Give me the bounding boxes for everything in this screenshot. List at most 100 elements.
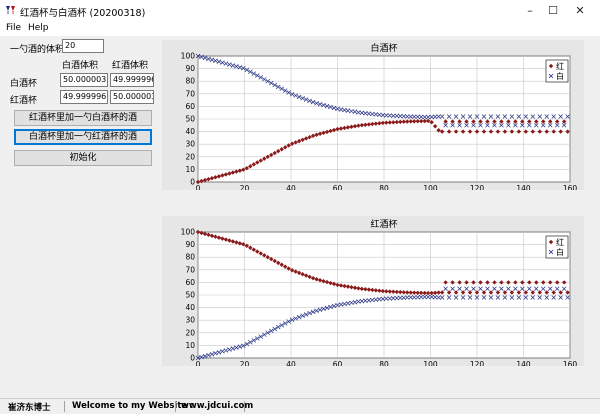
white-series-point — [328, 304, 333, 310]
red-series-point — [331, 281, 337, 287]
red-series-point — [492, 119, 497, 124]
add-white-to-red-button[interactable]: 红酒杯里加一勺白酒杯的酒 — [14, 110, 152, 126]
white-cup-white-volume-field[interactable]: 50.000003 — [60, 73, 108, 87]
white-series-point — [450, 123, 455, 128]
white-series-point — [314, 101, 319, 106]
white-series-point — [268, 80, 274, 86]
white-series-point — [223, 348, 229, 353]
white-cup-red-volume-field[interactable]: 49.999996 — [110, 73, 154, 87]
red-series-point — [384, 120, 389, 125]
white-series-point — [436, 114, 441, 119]
white-series-point — [310, 309, 316, 315]
status-website-link[interactable]: www.jdcui.com — [181, 401, 254, 411]
red-series-point — [555, 280, 560, 285]
red-series-point — [460, 129, 466, 134]
white-series-point — [527, 286, 532, 291]
white-series-point — [258, 334, 264, 339]
white-series-point — [202, 55, 208, 61]
white-series-point — [255, 336, 260, 341]
white-series-point — [391, 296, 396, 301]
red-series-point — [286, 143, 291, 148]
white-series-point — [502, 295, 508, 300]
white-series-point — [492, 286, 497, 291]
white-series-point — [418, 294, 424, 300]
white-series-point — [415, 114, 420, 120]
red-series-point — [450, 280, 455, 285]
x-tick-label: 20 — [240, 184, 250, 190]
red-series-point — [342, 283, 347, 289]
red-series-point — [485, 119, 490, 124]
red-series-point — [276, 148, 281, 154]
red-cup-red-volume-field[interactable]: 50.000003 — [110, 90, 154, 104]
white-series-point — [223, 61, 229, 66]
y-tick-label: 70 — [185, 89, 195, 98]
white-series-point — [275, 84, 281, 90]
white-series-point — [502, 114, 508, 119]
white-series-point — [289, 317, 295, 323]
red-series-point — [335, 282, 340, 288]
menu-file[interactable]: File — [6, 23, 22, 33]
red-series-point — [216, 174, 222, 179]
white-series-point — [527, 123, 532, 128]
white-series-point — [446, 295, 452, 300]
red-series-point — [307, 274, 312, 280]
white-series-point — [394, 295, 400, 301]
minimize-button[interactable]: – — [527, 4, 533, 17]
y-tick-label: 50 — [185, 291, 195, 300]
close-button[interactable]: ✕ — [575, 4, 585, 17]
red-series-point — [425, 118, 431, 124]
red-series-point — [464, 280, 469, 285]
col-header-red-volume: 红酒体积 — [112, 61, 149, 71]
white-series-point — [481, 114, 487, 119]
white-series-point — [530, 114, 536, 119]
white-series-point — [534, 123, 539, 128]
x-tick-label: 120 — [470, 184, 485, 190]
white-series-point — [216, 350, 222, 355]
white-series-point — [537, 114, 543, 119]
white-series-point — [317, 101, 323, 107]
add-red-to-white-button[interactable]: 白酒杯里加一勺红酒杯的酒 — [14, 129, 152, 145]
red-series-point — [457, 280, 462, 285]
x-tick-label: 60 — [333, 360, 343, 366]
y-tick-label: 80 — [185, 77, 195, 86]
white-series-point — [565, 295, 570, 300]
red-cup-white-volume-field[interactable]: 49.999996 — [60, 90, 108, 104]
red-series-point — [328, 128, 333, 134]
y-tick-label: 0 — [190, 178, 195, 187]
white-series-point — [230, 346, 236, 351]
white-series-point — [380, 296, 386, 302]
red-series-point — [401, 290, 406, 295]
white-series-point — [561, 286, 567, 291]
red-series-point — [394, 119, 399, 125]
white-series-point — [460, 295, 466, 300]
spoon-volume-input[interactable]: 20 — [62, 39, 104, 53]
maximize-button[interactable]: ☐ — [548, 4, 558, 17]
red-series-point — [412, 119, 417, 124]
red-series-point — [234, 240, 239, 245]
red-series-point — [202, 231, 208, 237]
white-series-point — [293, 316, 298, 321]
white-series-point — [286, 90, 291, 95]
white-series-point — [331, 303, 337, 309]
white-series-point — [265, 78, 270, 84]
white-series-point — [342, 107, 347, 113]
menu-help[interactable]: Help — [28, 23, 49, 33]
status-separator — [244, 401, 245, 412]
red-series-point — [422, 290, 427, 296]
white-series-point — [321, 306, 326, 312]
white-series-point — [467, 114, 473, 119]
chart-title: 红酒杯 — [370, 218, 397, 230]
white-series-point — [237, 65, 243, 70]
y-tick-label: 90 — [185, 64, 195, 73]
red-series-point — [363, 287, 368, 292]
red-series-point — [321, 278, 326, 284]
red-series-point — [230, 239, 236, 244]
initialize-button[interactable]: 初始化 — [14, 150, 152, 166]
red-series-point — [366, 287, 372, 292]
red-series-point — [474, 290, 480, 295]
white-series-point — [216, 59, 222, 64]
white-series-point — [220, 60, 225, 65]
red-series-point — [269, 152, 274, 158]
white-series-point — [513, 286, 518, 291]
red-series-point — [474, 129, 480, 134]
